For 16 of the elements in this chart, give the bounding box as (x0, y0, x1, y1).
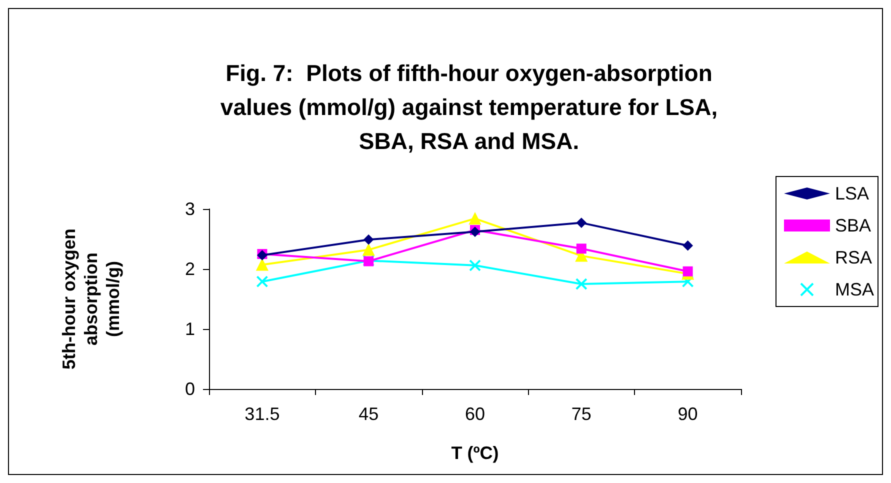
x-axis-title: T (ºC) (451, 443, 499, 463)
x-tick-label: 60 (464, 404, 486, 424)
y-axis-title: 5th-hour oxygen absorption (mmol/g) (59, 228, 123, 370)
chart-title: Fig. 7: Plots of fifth-hour oxygen-absorption values (mmol/g) against temperature for LSA, SBA, RSA and MSA. (220, 60, 718, 154)
legend-label: RSA (834, 248, 872, 268)
x-tick-label: 90 (678, 404, 698, 424)
legend-label: LSA (834, 184, 870, 204)
x-tick-label: 75 (571, 404, 592, 424)
y-tick-label: 1 (184, 319, 195, 339)
y-tick-label: 0 (184, 379, 195, 399)
legend-label: MSA (834, 280, 874, 300)
x-tick-label: 31.5 (244, 404, 280, 424)
y-tick-label: 3 (184, 199, 195, 219)
y-tick-label: 2 (184, 259, 195, 279)
legend-label: SBA (834, 216, 872, 236)
x-tick-label: 45 (358, 404, 379, 424)
